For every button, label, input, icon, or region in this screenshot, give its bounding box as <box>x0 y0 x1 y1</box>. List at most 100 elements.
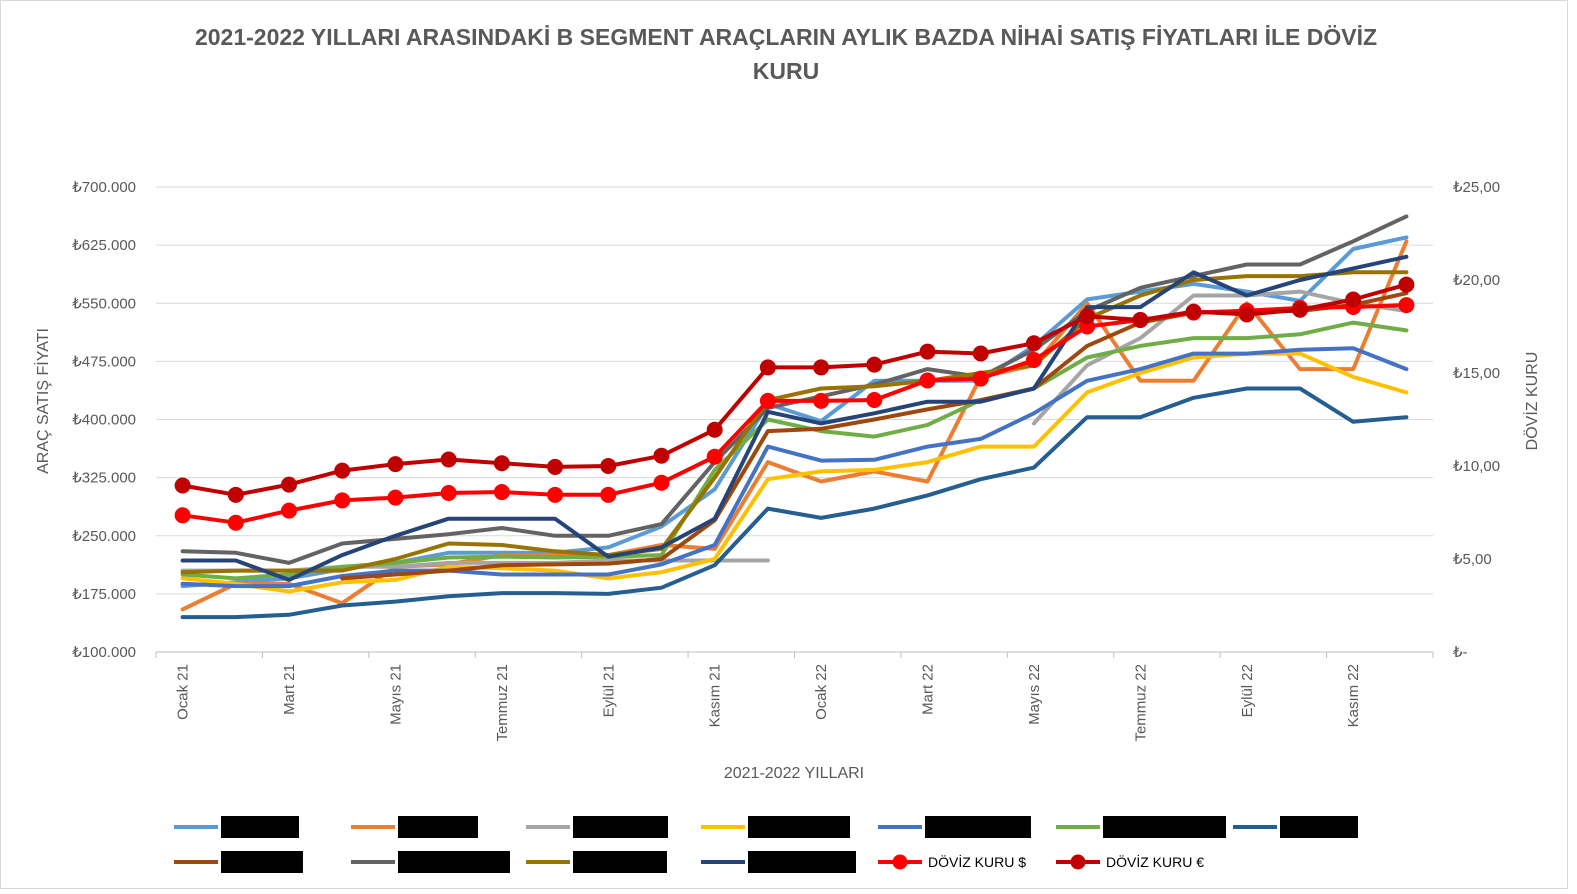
x-axis-title: 2021-2022 YILLARI <box>724 765 864 782</box>
data-point <box>174 477 191 494</box>
right-y-tick-label: ₺- <box>1453 644 1468 661</box>
legend-entry: DÖVİZ KURU $ <box>878 853 1026 870</box>
series-line <box>180 320 1409 581</box>
series-line <box>180 214 1409 565</box>
series-1 <box>180 235 1409 589</box>
series-6 <box>180 320 1409 581</box>
legend-marker <box>1070 854 1086 870</box>
data-point <box>1398 297 1415 314</box>
data-point <box>653 447 670 464</box>
data-point <box>866 391 883 408</box>
data-point <box>387 456 404 473</box>
data-point <box>227 514 244 531</box>
data-point <box>227 486 244 503</box>
left-y-tick-label: ₺475.000 <box>72 353 136 370</box>
legend-entry <box>351 816 478 838</box>
right-y-tick-label: ₺5,00 <box>1453 551 1492 568</box>
legend-entry <box>701 851 856 873</box>
data-point <box>1185 303 1202 320</box>
x-tick-label: Mart 22 <box>920 664 937 715</box>
data-point <box>334 492 351 509</box>
legend: DÖVİZ KURU $ DÖVİZ KURU € <box>174 816 1358 873</box>
left-y-tick-label: ₺175.000 <box>72 586 136 603</box>
x-axis: Ocak 21 Mart 21 Mayıs 21 Temmuz 21 Eylül 21 K… <box>155 651 1434 742</box>
right-y-axis: ₺- ₺5,00 ₺10,00 ₺15,00 ₺20,00 ₺25,00 <box>1453 179 1500 661</box>
data-point <box>1238 306 1255 323</box>
data-point <box>281 502 298 519</box>
series-11 <box>180 254 1409 582</box>
data-point <box>1079 308 1096 325</box>
data-point <box>919 372 936 389</box>
data-point <box>600 486 617 503</box>
legend-entry <box>526 851 667 873</box>
series-9 <box>180 214 1409 565</box>
left-y-axis: ₺100.000 ₺175.000 ₺250.000 ₺325.000 ₺400.000… <box>72 179 136 661</box>
data-point <box>813 392 830 409</box>
x-tick-label: Eylül 21 <box>600 664 617 717</box>
series-line <box>180 346 1409 589</box>
legend-entry: DÖVİZ KURU € <box>1056 853 1204 870</box>
series-4 <box>180 351 1409 594</box>
data-point <box>653 474 670 491</box>
data-point <box>1398 276 1415 293</box>
legend-entry <box>701 816 850 838</box>
data-point <box>972 370 989 387</box>
series-lines <box>174 214 1415 620</box>
legend-redaction <box>1280 816 1358 838</box>
x-tick-label: Ocak 21 <box>175 664 192 720</box>
legend-redaction <box>748 851 856 873</box>
right-y-axis-title: DÖVİZ KURU <box>1522 352 1541 451</box>
legend-entry <box>351 851 510 873</box>
x-tick-label: Mayıs 22 <box>1026 664 1043 725</box>
data-point <box>813 359 830 376</box>
data-point <box>387 489 404 506</box>
legend-entry <box>174 851 303 873</box>
data-point <box>866 356 883 373</box>
legend-entry <box>878 816 1031 838</box>
series-line <box>180 254 1409 582</box>
data-point <box>1345 291 1362 308</box>
series-10 <box>180 270 1409 575</box>
left-y-tick-label: ₺400.000 <box>72 412 136 429</box>
legend-redaction <box>573 851 667 873</box>
data-point <box>1132 311 1149 328</box>
data-point <box>493 455 510 472</box>
legend-redaction <box>398 816 478 838</box>
right-y-tick-label: ₺15,00 <box>1453 365 1500 382</box>
data-point <box>759 359 776 376</box>
series-13 <box>174 276 1415 503</box>
chart-title-line-2: KURU <box>753 58 819 84</box>
series-line <box>180 386 1409 620</box>
x-tick-label: Temmuz 22 <box>1132 664 1149 742</box>
legend-redaction <box>748 816 850 838</box>
x-tick-label: Ocak 22 <box>813 664 830 720</box>
series-5 <box>180 346 1409 589</box>
left-y-tick-label: ₺100.000 <box>72 644 136 661</box>
chart-title-line-1: 2021-2022 YILLARI ARASINDAKİ B SEGMENT A… <box>195 24 1377 50</box>
data-point <box>493 484 510 501</box>
left-y-tick-label: ₺700.000 <box>72 179 136 196</box>
left-y-tick-label: ₺550.000 <box>72 295 136 312</box>
data-point <box>759 392 776 409</box>
data-point <box>706 448 723 465</box>
data-point <box>440 451 457 468</box>
data-point <box>440 484 457 501</box>
legend-label: DÖVİZ KURU $ <box>928 853 1026 870</box>
left-y-tick-label: ₺250.000 <box>72 528 136 545</box>
legend-entry <box>1056 816 1226 838</box>
data-point <box>919 343 936 360</box>
legend-entry <box>1233 816 1358 838</box>
x-tick-label: Temmuz 21 <box>494 664 511 742</box>
data-point <box>1025 335 1042 352</box>
legend-marker <box>892 854 908 870</box>
series-line <box>180 282 1409 497</box>
x-tick-label: Kasım 22 <box>1345 664 1362 727</box>
gridlines <box>156 186 1433 595</box>
series-7 <box>180 386 1409 620</box>
data-point <box>1025 351 1042 368</box>
data-point <box>972 345 989 362</box>
x-tick-label: Mayıs 21 <box>387 664 404 725</box>
x-tick-label: Mart 21 <box>281 664 298 715</box>
